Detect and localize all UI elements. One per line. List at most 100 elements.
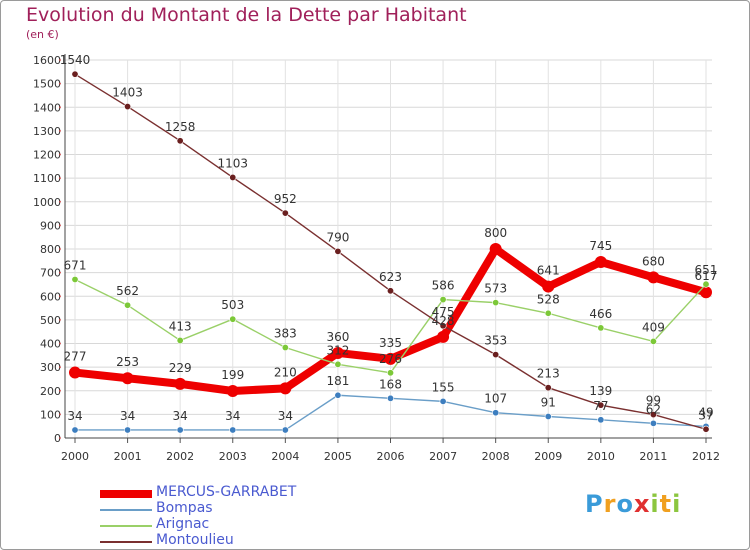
y-axis-dot [59, 271, 61, 274]
grid-layer [65, 59, 712, 439]
brand-letter: o [616, 490, 634, 518]
legend-item-arignac[interactable]: Arignac [100, 516, 340, 534]
y-axis-dot [59, 248, 61, 250]
data-point [702, 425, 710, 433]
x-tick-label: 2012 [692, 450, 720, 463]
y-axis-dot [59, 437, 61, 439]
data-label: 37 [698, 408, 713, 422]
data-point [71, 275, 79, 283]
x-tick-label: 2002 [166, 450, 194, 463]
x-tick-label: 2010 [587, 450, 615, 463]
data-label-layer: 277 253 229 199 210 360 335 428 800 641 745 680 617 3… [60, 53, 718, 423]
data-point [334, 247, 342, 255]
data-point [281, 344, 289, 352]
legend-item-bompas[interactable]: Bompas [100, 500, 340, 518]
data-label: 181 [326, 374, 349, 388]
data-point [492, 351, 500, 359]
data-label: 952 [274, 192, 297, 206]
y-axis-dot [59, 59, 61, 61]
x-tick-label: 2001 [114, 450, 142, 463]
chart-subtitle: (en €) [26, 28, 59, 41]
data-label: 562 [116, 284, 139, 298]
data-label: 528 [537, 292, 560, 306]
legend-item-mercus-garrabet[interactable]: MERCUS-GARRABET [100, 484, 340, 502]
legend-swatch-montoulieu [100, 541, 152, 543]
data-label: 62 [646, 402, 661, 416]
data-point [437, 330, 450, 343]
x-tick-label: 2000 [61, 450, 89, 463]
data-label: 99 [646, 394, 661, 408]
y-tick-label: 1200 [33, 149, 61, 162]
data-point [124, 301, 132, 309]
y-tick-label: 1300 [33, 125, 61, 138]
data-label: 623 [379, 270, 402, 284]
data-point [69, 366, 81, 379]
data-point [492, 299, 500, 307]
x-tick-label: 2009 [534, 450, 562, 463]
y-axis-dot [59, 200, 61, 203]
data-label: 413 [169, 319, 192, 333]
data-label: 312 [326, 343, 349, 357]
legend-item-montoulieu[interactable]: Montoulieu [100, 532, 340, 550]
data-point [176, 336, 184, 344]
data-label: 34 [67, 409, 82, 423]
data-point [176, 426, 184, 434]
data-point [702, 280, 710, 288]
data-label: 276 [379, 352, 402, 366]
data-point [279, 382, 292, 395]
data-label: 428 [432, 314, 455, 328]
data-point [281, 426, 289, 434]
data-point [124, 103, 132, 111]
data-point [386, 394, 394, 402]
y-axis-dot [59, 413, 61, 416]
data-point [386, 369, 394, 377]
data-label: 210 [274, 365, 297, 379]
y-tick-label: 1600 [33, 54, 61, 67]
data-label: 360 [326, 330, 349, 344]
y-axis-dot [59, 153, 61, 156]
data-point [700, 286, 712, 299]
legend-swatch-arignac [100, 525, 152, 527]
data-label: 168 [379, 377, 402, 391]
y-tick-label: 200 [40, 385, 61, 398]
data-point [331, 346, 344, 359]
data-label: 745 [589, 239, 612, 253]
legend-label-mercus-garrabet: MERCUS-GARRABET [156, 484, 297, 500]
data-label: 641 [537, 264, 560, 278]
y-axis-dot [59, 177, 61, 180]
y-tick-label: 700 [40, 267, 61, 280]
x-tick-label: 2004 [271, 450, 299, 463]
data-point [492, 409, 500, 417]
y-tick-label: 1000 [33, 196, 61, 209]
data-label: 680 [642, 254, 665, 268]
y-axis-dot [59, 224, 61, 227]
data-label: 34 [173, 409, 188, 423]
data-label: 107 [484, 392, 507, 406]
legend-swatch-bompas [100, 509, 152, 511]
data-point [174, 377, 187, 390]
data-point [647, 271, 660, 284]
data-label: 475 [432, 305, 455, 319]
data-point [229, 173, 237, 181]
data-point [544, 384, 552, 392]
data-label: 1403 [112, 86, 143, 100]
data-point [544, 309, 552, 317]
data-point [489, 243, 502, 255]
data-label: 503 [221, 298, 244, 312]
y-tick-label: 1100 [33, 172, 61, 185]
y-tick-label: 400 [40, 338, 61, 351]
data-point [334, 360, 342, 368]
y-axis-dot [59, 342, 61, 345]
data-point [334, 391, 342, 399]
y-axis-dot [59, 106, 61, 109]
data-label: 466 [589, 307, 612, 321]
data-label: 586 [432, 279, 455, 293]
data-label: 34 [120, 409, 135, 423]
data-point [649, 337, 657, 345]
data-label: 573 [484, 282, 507, 296]
data-label: 651 [695, 263, 718, 277]
data-point [649, 419, 657, 427]
series-layer [69, 70, 712, 434]
legend-label-bompas: Bompas [156, 500, 213, 516]
